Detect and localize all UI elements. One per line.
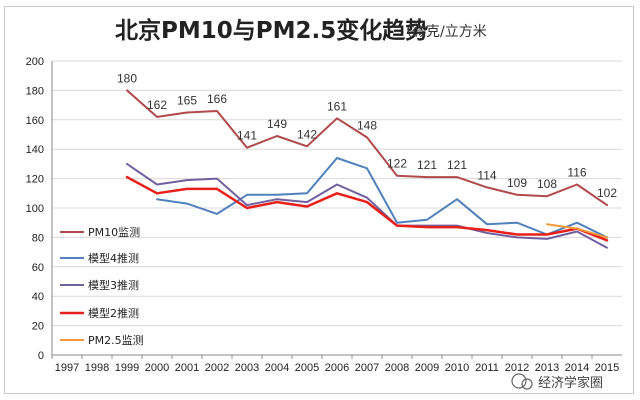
pm10-data-label: 121: [447, 158, 467, 172]
series-lines: [125, 89, 609, 249]
x-tick-label: 2004: [265, 362, 289, 374]
legend-label: PM2.5监测: [88, 334, 144, 347]
y-tick-label: 120: [26, 174, 44, 186]
y-axis-ticks: 0 20 40 60 80 100 120 140 160 180 200: [26, 56, 44, 362]
pm10-data-label: 149: [267, 117, 287, 131]
y-tick-label: 180: [26, 85, 44, 97]
series-line-2: [126, 162, 608, 249]
pm10-data-label: 165: [177, 93, 197, 107]
x-tick-label: 2002: [205, 362, 229, 374]
x-axis-ticks: 1997 1998 1999 2000 2001 2002 2003 2004 2005 2006…: [51, 355, 619, 374]
chart-title: 北京PM10与PM2.5变化趋势: [115, 17, 428, 44]
data-labels: 180 162 165 166 141 149 142 161 148 122 121 121 114 1…: [117, 71, 617, 200]
pm10-data-label: 102: [597, 186, 617, 200]
series-line-0: [126, 89, 608, 207]
series-line-4: [546, 223, 608, 239]
x-tick-label: 2014: [565, 362, 589, 374]
x-tick-label: 2013: [535, 362, 559, 374]
legend-label: 模型3推测: [88, 278, 139, 292]
x-tick-label: 2006: [325, 362, 349, 374]
x-tick-label: 1998: [85, 362, 109, 374]
x-tick-label: 2000: [145, 362, 169, 374]
y-tick-label: 80: [32, 232, 44, 244]
watermark-logo-icon: [511, 373, 527, 389]
x-tick-label: 2012: [505, 362, 529, 374]
pm10-data-label: 114: [477, 168, 496, 182]
y-tick-label: 40: [32, 291, 44, 303]
x-tick-label: 2007: [355, 362, 379, 374]
y-tick-label: 200: [26, 56, 44, 68]
x-tick-label: 2005: [295, 362, 319, 374]
series-line-1: [156, 157, 608, 239]
pm10-data-label: 122: [387, 157, 407, 171]
pm10-data-label: 180: [117, 71, 137, 85]
pm10-data-label: 141: [237, 129, 257, 143]
y-tick-label: 20: [32, 321, 44, 333]
pm10-data-label: 148: [357, 118, 377, 132]
x-tick-label: 2009: [415, 362, 439, 374]
y-tick-label: 100: [26, 203, 44, 215]
x-tick-label: 1997: [55, 362, 79, 374]
pm10-data-label: 162: [147, 98, 167, 112]
pm10-data-label: 161: [327, 99, 347, 113]
pm10-data-label: 121: [417, 158, 437, 172]
series-line-3: [125, 175, 609, 242]
x-tick-label: 2001: [175, 362, 199, 374]
x-tick-label: 2015: [595, 362, 619, 374]
pm10-data-label: 108: [537, 177, 557, 191]
y-tick-label: 60: [32, 262, 44, 274]
y-tick-label: 140: [26, 144, 44, 156]
legend-label: 模型2推测: [88, 306, 139, 320]
x-tick-label: 2010: [445, 362, 469, 374]
pm10-data-label: 109: [507, 176, 527, 190]
y-tick-label: 0: [38, 350, 44, 362]
y-tick-label: 160: [26, 115, 44, 127]
x-tick-label: 2003: [235, 362, 259, 374]
x-tick-label: 1999: [115, 362, 139, 374]
watermark-text: 经济学家圈: [538, 375, 603, 391]
watermark: 经济学家圈: [511, 373, 603, 391]
unit-label: （微克/立方米: [398, 24, 487, 40]
x-tick-label: 2008: [385, 362, 409, 374]
watermark-logo-icon-secondary: [521, 378, 533, 390]
pm10-data-label: 166: [207, 92, 227, 106]
grid-lines: [51, 60, 622, 356]
legend-label: 模型4推测: [88, 251, 139, 265]
pm10-data-label: 142: [297, 127, 317, 141]
x-tick-label: 2011: [475, 362, 499, 374]
legend-label: PM10监测: [88, 226, 140, 239]
pm10-data-label: 116: [567, 165, 586, 179]
